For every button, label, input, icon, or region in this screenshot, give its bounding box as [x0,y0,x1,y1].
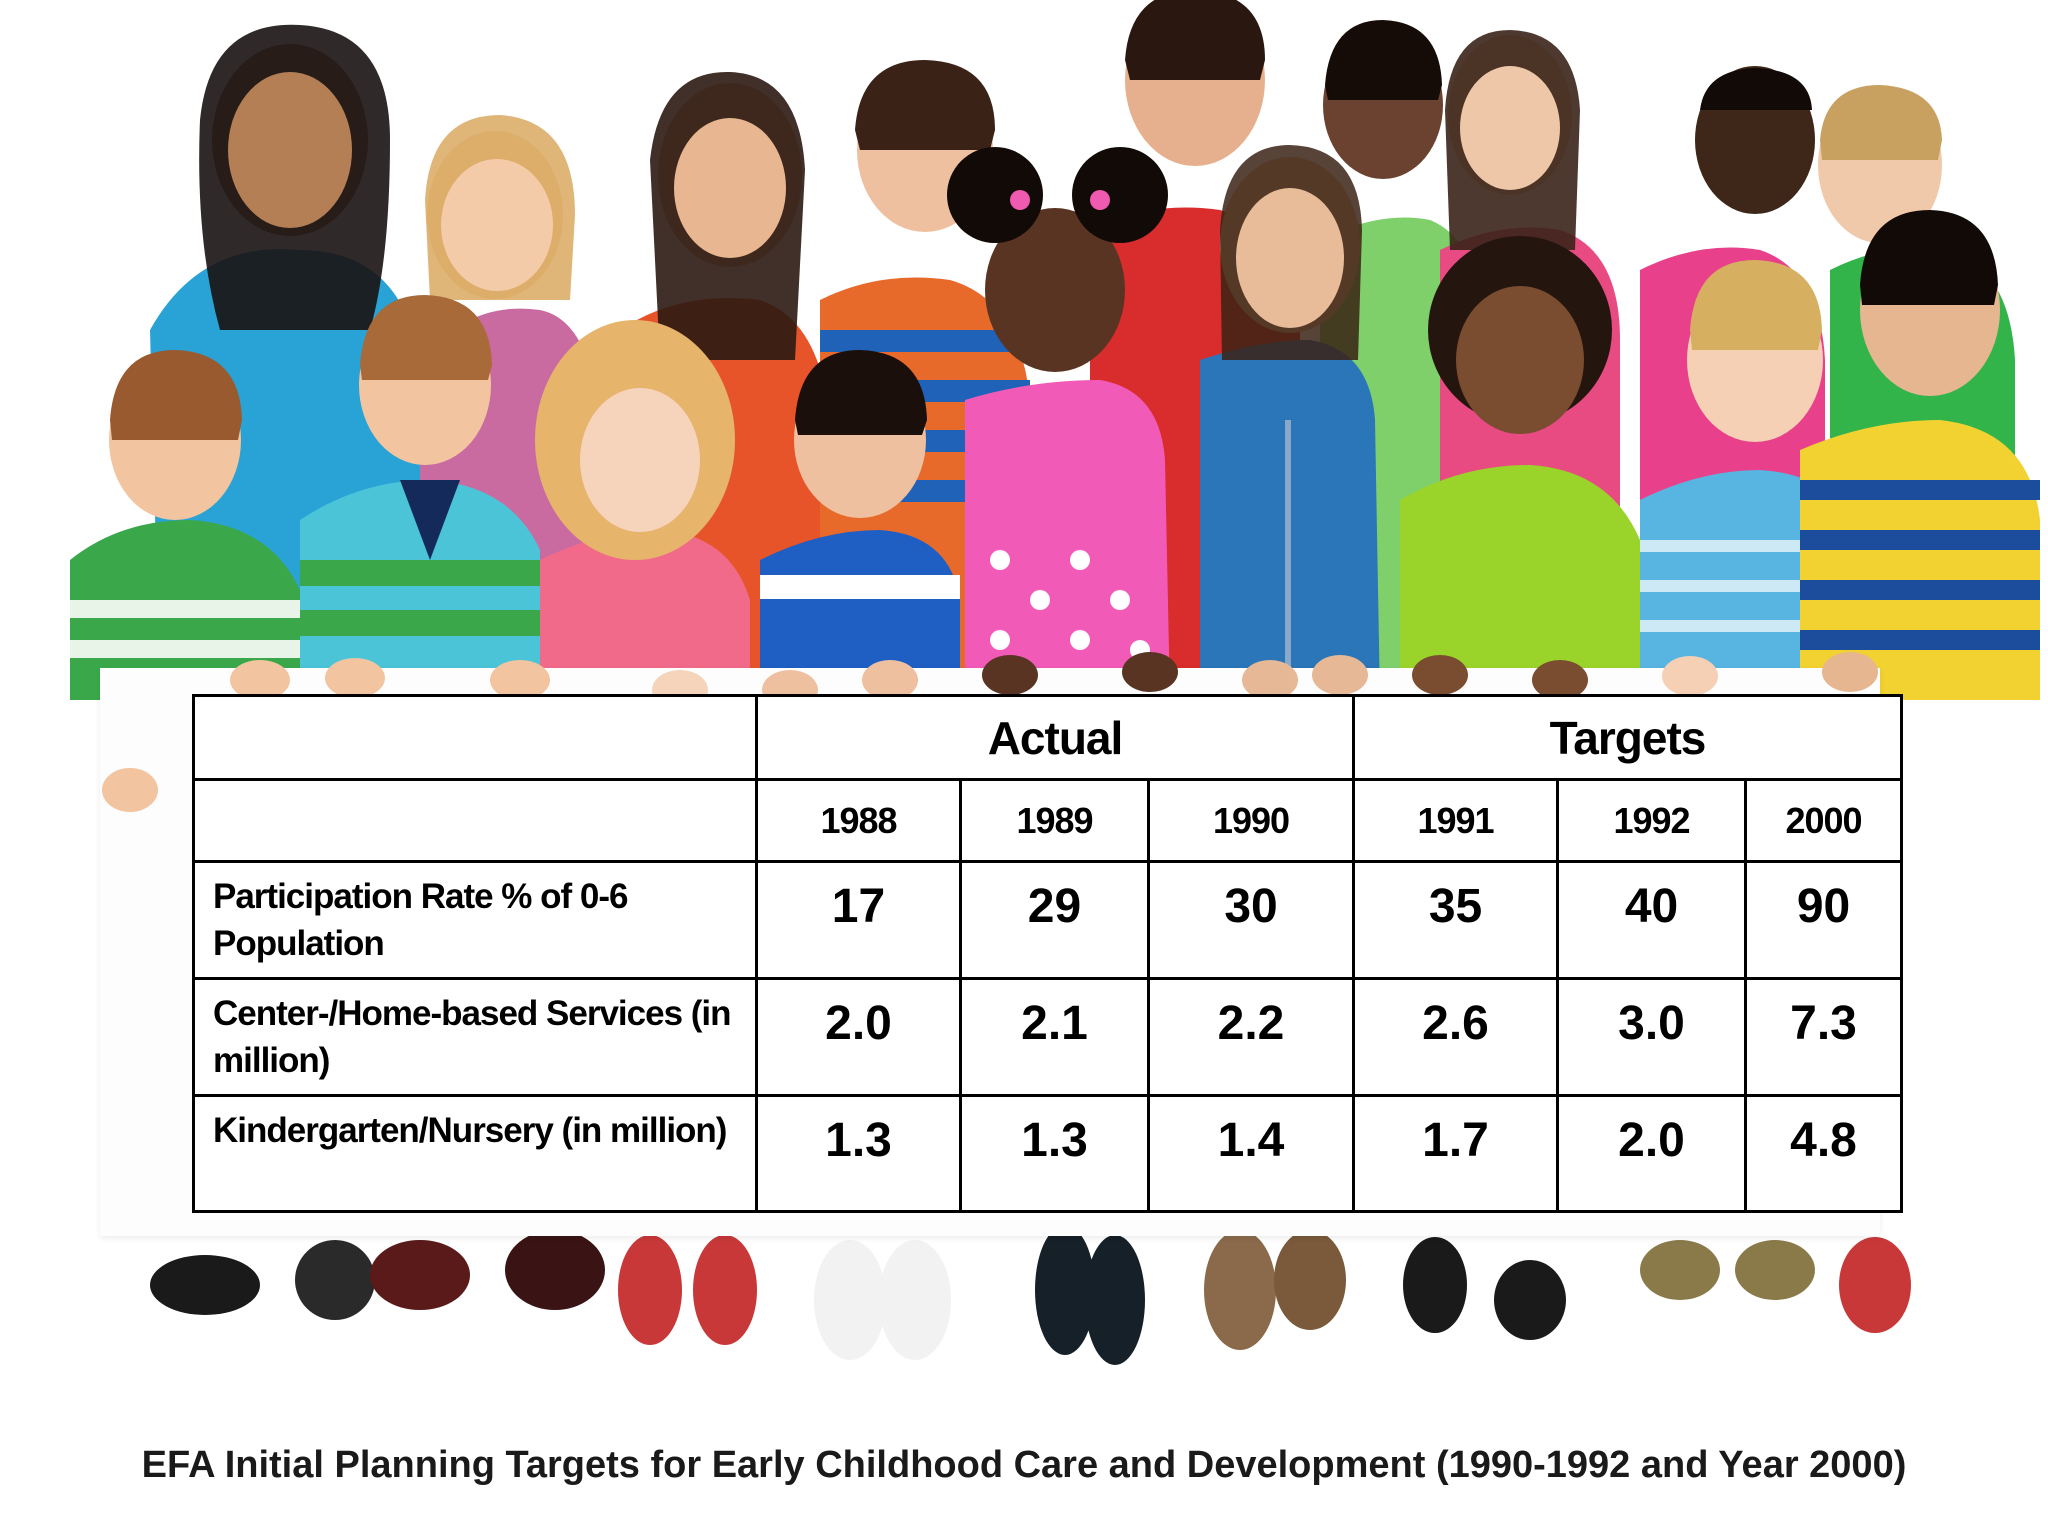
corner-cell [192,778,758,863]
table-cell: 1.7 [1352,1094,1560,1213]
table-cell: 2.1 [959,977,1150,1097]
table-cell: 1.3 [959,1094,1150,1213]
front-row-children [70,145,2040,700]
table-cell: 3.0 [1556,977,1748,1097]
table-row: Kindergarten/Nursery (in million) 1.3 1.… [192,1094,1904,1213]
year-header: 1991 [1352,778,1560,863]
slide-caption: EFA Initial Planning Targets for Early C… [141,1444,1907,1486]
table-cell: 2.2 [1146,977,1356,1097]
table-cell: 2.6 [1352,977,1560,1097]
table-cell: 17 [755,860,962,980]
year-header-row: 1988 1989 1990 1991 1992 2000 [192,778,1904,863]
table-cell: 35 [1352,860,1560,980]
table-cell: 30 [1146,860,1356,980]
table-cell: 4.8 [1744,1094,1904,1213]
children-shoes [150,1225,1911,1365]
table-row: Center-/Home-based Services (in million)… [192,977,1904,1097]
year-header: 1989 [959,778,1150,863]
row-label: Participation Rate % of 0-6 Population [192,860,758,980]
table-row: Participation Rate % of 0-6 Population 1… [192,860,1904,980]
actual-group-header: Actual [754,694,1356,781]
table-cell: 1.4 [1146,1094,1356,1213]
row-label: Center-/Home-based Services (in million) [192,977,758,1097]
table-cell: 29 [959,860,1150,980]
corner-cell [192,694,758,781]
table-cell: 40 [1556,860,1748,980]
table-cell: 2.0 [755,977,962,1097]
year-header: 1992 [1556,778,1748,863]
year-header: 1990 [1146,778,1356,863]
children-group-photo [70,0,2040,1365]
ecd-targets-table: Actual Targets 1988 1989 1990 1991 1992 … [192,694,1904,1213]
table-cell: 2.0 [1556,1094,1748,1213]
table-cell: 7.3 [1744,977,1904,1097]
year-header: 2000 [1744,778,1904,863]
year-header: 1988 [755,778,962,863]
group-header-row: Actual Targets [192,694,1904,781]
table-cell: 1.3 [755,1094,962,1213]
row-label: Kindergarten/Nursery (in million) [192,1094,758,1213]
table-cell: 90 [1744,860,1904,980]
targets-group-header: Targets [1352,694,1904,781]
